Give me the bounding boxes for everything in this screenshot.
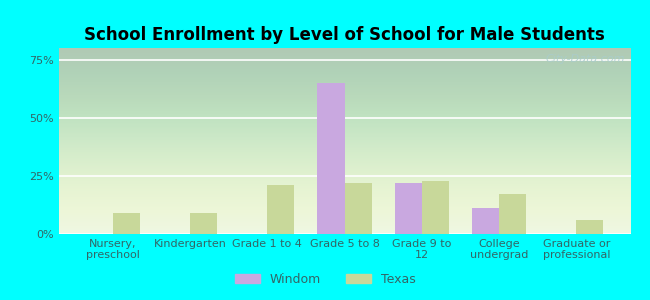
- Legend: Windom, Texas: Windom, Texas: [229, 268, 421, 291]
- Bar: [190, 213, 217, 234]
- Bar: [422, 181, 449, 234]
- Text: City-Data.com: City-Data.com: [545, 54, 625, 64]
- Bar: [395, 183, 422, 234]
- Title: School Enrollment by Level of School for Male Students: School Enrollment by Level of School for…: [84, 26, 605, 44]
- Bar: [344, 183, 372, 234]
- Bar: [577, 220, 603, 234]
- Bar: [267, 185, 294, 234]
- Bar: [317, 83, 344, 234]
- Bar: [499, 194, 526, 234]
- Bar: [112, 213, 140, 234]
- Bar: [472, 208, 499, 234]
